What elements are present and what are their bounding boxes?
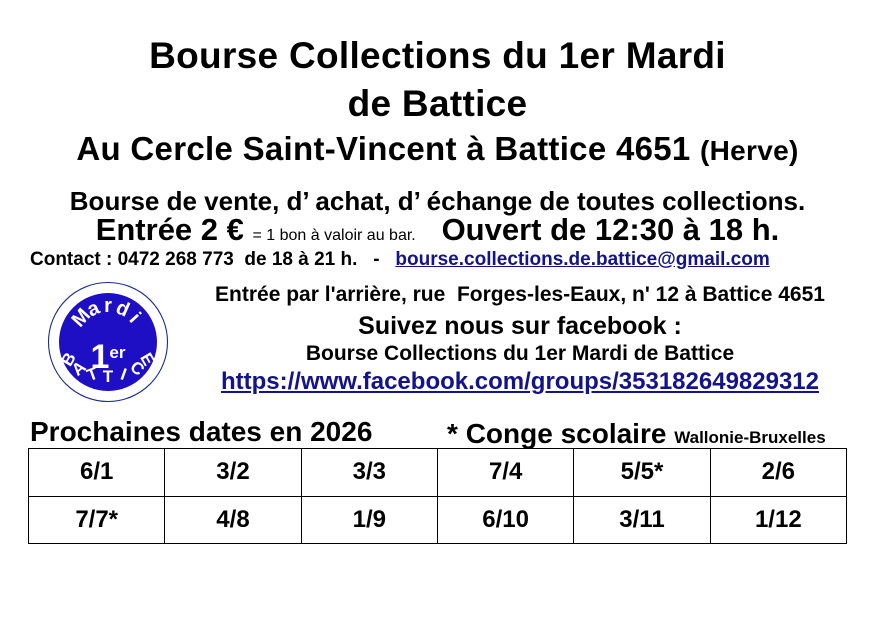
- svg-text:r: r: [104, 295, 112, 317]
- svg-text:T: T: [103, 367, 114, 386]
